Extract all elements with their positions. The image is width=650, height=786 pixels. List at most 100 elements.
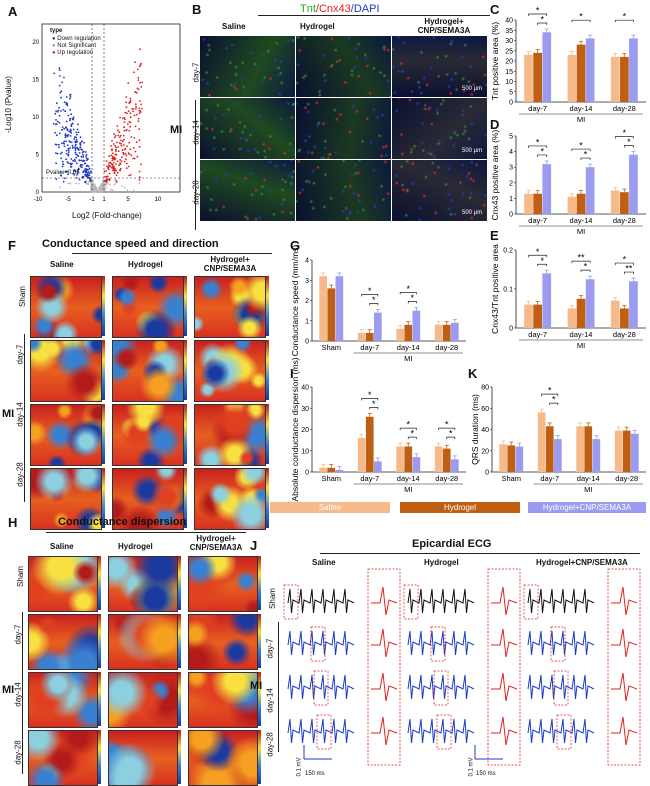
volcano-xtick: 5 (126, 197, 130, 203)
x-tick-label: Sham (321, 474, 341, 483)
volcano-point (129, 112, 132, 115)
significance-star: * (540, 15, 544, 25)
volcano-point (137, 117, 140, 120)
volcano-point (118, 131, 121, 134)
volcano-point (123, 126, 125, 129)
volcano-point (74, 149, 77, 152)
x-tick-label: day-28 (435, 474, 458, 483)
volcano-point (100, 190, 103, 193)
colorbar (266, 404, 269, 464)
significance-star: ** (577, 253, 585, 263)
volcano-point (126, 123, 129, 125)
ecg-mi-bracket (278, 622, 279, 752)
panel-label-g: G (290, 238, 301, 253)
volcano-point (70, 141, 73, 144)
volcano-point (119, 167, 122, 170)
volcano-point (123, 121, 126, 123)
volcano-point (56, 120, 59, 123)
volcano-point (86, 159, 88, 162)
panel-label-k: K (468, 366, 478, 381)
volcano-point (132, 189, 135, 192)
stain-col-saline: Saline (222, 22, 246, 31)
volcano-point (113, 133, 115, 136)
volcano-point (115, 150, 117, 153)
volcano-point (88, 177, 90, 179)
volcano-point (59, 132, 61, 135)
disp-mi-label: MI (2, 684, 15, 696)
y-tick-label: 40 (481, 427, 489, 434)
volcano-xtick: 1 (102, 197, 106, 203)
conductance-map (112, 468, 184, 530)
panel-label-c: C (490, 2, 500, 17)
bar (585, 279, 595, 329)
volcano-point (59, 174, 62, 177)
colorbar (184, 468, 187, 528)
y-tick-label: 3 (305, 278, 309, 285)
significance-bracket (537, 22, 548, 26)
dispersion-map (108, 614, 178, 670)
volcano-point (113, 183, 116, 186)
volcano-point (92, 187, 95, 190)
volcano-point (118, 142, 121, 144)
volcano-point (72, 128, 75, 131)
volcano-point (112, 169, 114, 172)
volcano-point (77, 167, 80, 170)
dispersion-map (28, 614, 98, 670)
bar (554, 439, 562, 472)
volcano-point (136, 87, 139, 90)
volcano-point (115, 141, 118, 144)
ecg-row-day28: day-28 (265, 732, 275, 757)
volcano-point (69, 108, 72, 111)
significance-star: * (627, 137, 631, 147)
volcano-point (80, 155, 83, 158)
dispersion-map (188, 556, 258, 612)
volcano-point (74, 144, 77, 147)
stain-mi-label: MI (170, 124, 183, 136)
significance-star: * (584, 150, 588, 160)
volcano-point (87, 171, 90, 173)
bar (451, 322, 459, 341)
x-tick-label: day-7 (528, 330, 547, 339)
volcano-point (138, 65, 141, 68)
significance-star: * (548, 386, 552, 396)
stain-image (296, 160, 391, 221)
volcano-point (55, 178, 58, 181)
volcano-point (139, 176, 141, 179)
significance-bracket (369, 303, 379, 306)
volcano-point (113, 166, 115, 168)
panel-label-f: F (8, 238, 16, 253)
y-tick-label: 40 (505, 18, 513, 25)
volcano-point (72, 172, 75, 175)
volcano-point (135, 105, 137, 108)
colorbar (178, 614, 181, 668)
ecg-beat-selection (313, 670, 329, 706)
volcano-point (65, 120, 68, 123)
volcano-point (114, 179, 117, 182)
ecg-trace (527, 630, 595, 656)
ecg-beat-selection (316, 714, 332, 750)
volcano-point (105, 170, 108, 172)
panel-label-e: E (490, 228, 499, 243)
volcano-point (61, 151, 63, 154)
volcano-point (74, 151, 77, 154)
scale-bar-label: 500 μm (462, 86, 483, 92)
volcano-point (125, 101, 127, 104)
volcano-point (116, 125, 119, 127)
ecg-zoom-beat (611, 586, 638, 616)
volcano-point (127, 165, 130, 168)
colorbar (178, 730, 181, 784)
volcano-point (75, 141, 77, 143)
significance-star: * (623, 128, 627, 138)
significance-star: ** (625, 264, 633, 274)
legend-hydrogel: Hydrogel (400, 502, 520, 513)
volcano-point (83, 159, 86, 162)
volcano-point (60, 110, 62, 112)
volcano-point (81, 140, 83, 143)
bar (412, 457, 421, 472)
bar (499, 444, 507, 472)
volcano-point (61, 142, 63, 145)
volcano-point (129, 97, 132, 100)
mi-group-label: MI (577, 115, 585, 124)
volcano-point (79, 136, 82, 139)
volcano-point (71, 162, 73, 165)
